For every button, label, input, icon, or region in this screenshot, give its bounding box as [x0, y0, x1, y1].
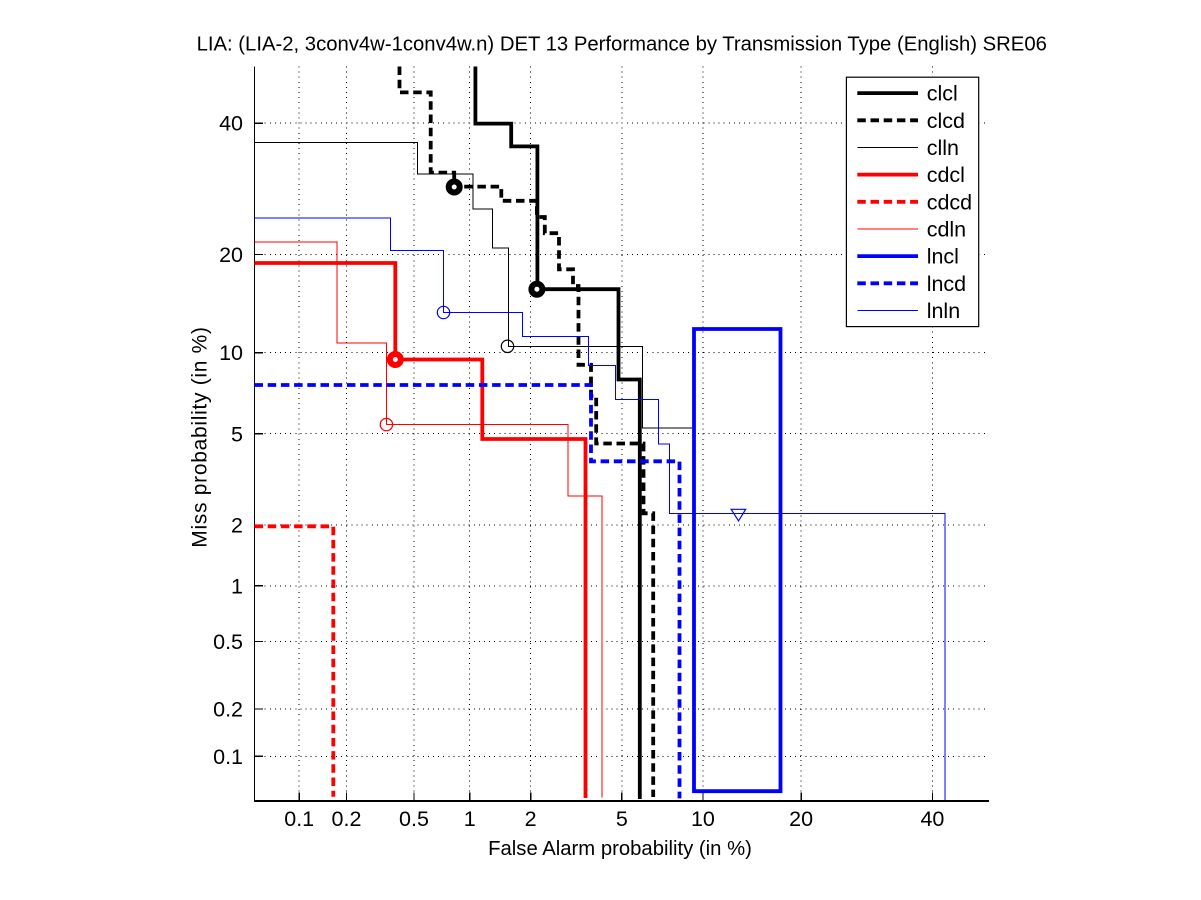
svg-text:40: 40: [219, 112, 243, 136]
svg-text:10: 10: [691, 807, 715, 831]
svg-text:40: 40: [920, 807, 944, 831]
svg-text:0.1: 0.1: [213, 745, 243, 769]
svg-text:clln: clln: [927, 136, 959, 160]
svg-text:0.5: 0.5: [399, 807, 429, 831]
svg-text:lncd: lncd: [927, 272, 966, 296]
svg-text:cdcd: cdcd: [927, 190, 972, 214]
svg-text:1: 1: [231, 574, 243, 598]
svg-text:lnln: lnln: [927, 299, 960, 323]
svg-text:1: 1: [464, 807, 476, 831]
svg-text:clcl: clcl: [927, 82, 958, 106]
svg-text:False Alarm probability (in %): False Alarm probability (in %): [488, 838, 752, 860]
svg-text:cdln: cdln: [927, 218, 966, 242]
svg-text:lncl: lncl: [927, 245, 959, 269]
svg-text:2: 2: [231, 514, 243, 538]
svg-text:20: 20: [219, 243, 243, 267]
svg-text:cdcl: cdcl: [927, 163, 965, 187]
svg-text:5: 5: [616, 807, 628, 831]
svg-text:20: 20: [789, 807, 813, 831]
svg-text:clcd: clcd: [927, 109, 965, 133]
svg-text:0.2: 0.2: [213, 698, 243, 722]
svg-text:0.5: 0.5: [213, 630, 243, 654]
svg-text:0.1: 0.1: [284, 807, 314, 831]
svg-text:5: 5: [231, 422, 243, 446]
svg-text:10: 10: [219, 341, 243, 365]
svg-text:0.2: 0.2: [332, 807, 362, 831]
svg-text:LIA: (LIA-2, 3conv4w-1conv4w.n: LIA: (LIA-2, 3conv4w-1conv4w.n) DET 13 P…: [197, 33, 1047, 55]
svg-text:2: 2: [525, 807, 537, 831]
svg-text:Miss probability (in %): Miss probability (in %): [188, 326, 211, 548]
